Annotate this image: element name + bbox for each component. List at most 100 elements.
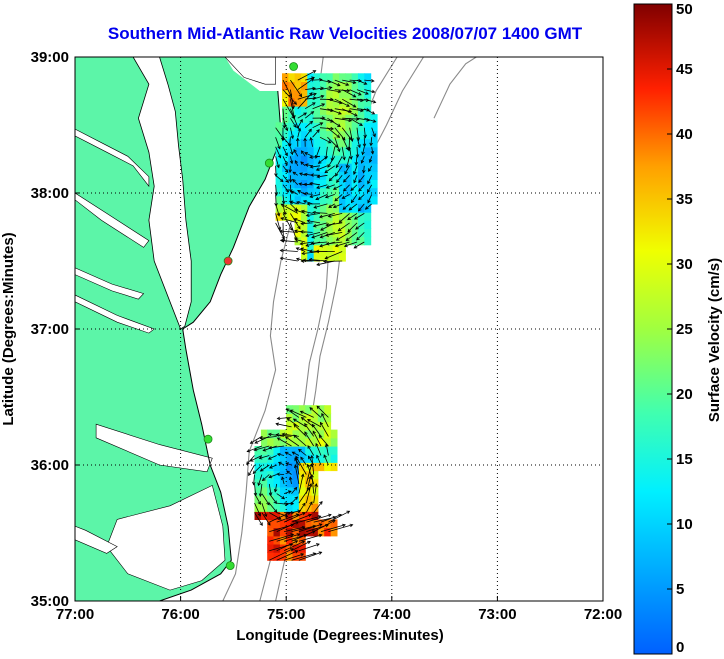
south-field-cell	[279, 535, 287, 545]
south-field-arrowhead	[309, 407, 313, 411]
north-field-arrowhead	[345, 237, 350, 242]
south-field-arrowhead	[316, 405, 321, 410]
south-field-cell	[279, 486, 287, 496]
x-axis-label: Longitude (Degrees:Minutes)	[236, 627, 444, 644]
north-field-arrowhead	[282, 211, 287, 216]
south-field-vector	[298, 487, 310, 504]
south-field-vector	[269, 548, 294, 561]
south-field-arrowhead	[316, 454, 320, 459]
south-field-arrowhead	[294, 550, 299, 554]
north-field-cell	[332, 187, 340, 197]
north-field-vector	[304, 120, 313, 129]
north-field-arrowhead	[342, 206, 347, 210]
north-field-cell	[345, 203, 353, 213]
north-field-cell	[339, 203, 346, 213]
north-field-arrowhead	[277, 154, 282, 159]
north-field-vector	[342, 89, 356, 98]
x-tick-label: 75:00	[267, 606, 305, 623]
north-field-vector	[290, 201, 298, 205]
north-field-cell	[307, 203, 315, 213]
north-field-vector	[349, 127, 353, 142]
south-field-cell	[279, 446, 287, 455]
coastline	[159, 90, 282, 601]
north-field-arrowhead	[312, 224, 317, 228]
north-field-arrowhead	[334, 243, 339, 248]
north-field-vector	[301, 210, 313, 214]
south-field-arrowhead	[311, 423, 316, 428]
north-field-vector	[356, 89, 369, 95]
north-field-vector	[312, 212, 328, 214]
north-field-arrowhead	[298, 182, 303, 186]
north-field-cell	[320, 187, 327, 197]
north-field-vector	[349, 108, 364, 112]
north-field-cell	[370, 187, 378, 197]
north-field-cell	[307, 97, 315, 107]
north-field-vector	[307, 220, 321, 224]
south-field-arrowhead	[284, 436, 289, 440]
south-field-cell	[324, 429, 332, 439]
south-field-vector	[290, 409, 307, 418]
north-field-arrowhead	[367, 180, 371, 185]
colorbar-gradient	[633, 3, 673, 655]
north-field-vector	[334, 79, 349, 86]
south-field-vector	[311, 424, 322, 437]
south-field-vector	[276, 423, 292, 428]
north-field-cell	[301, 122, 308, 132]
south-field-vector	[307, 419, 322, 428]
south-field-arrowhead	[257, 501, 261, 505]
south-field-cell	[298, 478, 306, 488]
south-field-cell	[324, 462, 332, 472]
colorbar-ticks: 0 5 10 15 20 25 30 35 40 45 50	[667, 1, 693, 656]
north-field-cell	[294, 228, 302, 238]
north-field-cell	[320, 81, 327, 91]
south-field-vector	[285, 451, 292, 456]
north-field-cell	[326, 236, 334, 246]
north-field-cell	[307, 122, 315, 132]
north-field-cell	[339, 212, 346, 221]
north-field-cell	[307, 81, 315, 91]
north-field-arrowhead	[370, 150, 375, 155]
south-field-cell	[273, 446, 281, 455]
north-field-cell	[358, 179, 365, 189]
plot-area	[74, 56, 604, 602]
north-field-vector	[282, 175, 289, 183]
north-field-arrowhead	[319, 77, 323, 82]
south-field-cell	[298, 519, 306, 529]
south-field-arrowhead	[293, 434, 297, 439]
north-field-arrowhead	[353, 179, 357, 184]
south-field-cell	[254, 486, 262, 496]
north-field-arrowhead	[367, 189, 371, 193]
north-field-arrowhead	[334, 197, 339, 202]
north-field-cell	[282, 122, 289, 132]
south-field-vector	[321, 413, 329, 428]
north-field-arrowhead	[319, 235, 324, 239]
north-field-cell	[326, 146, 334, 156]
north-field-vector	[344, 165, 350, 175]
north-field-arrowhead	[309, 120, 314, 125]
south-field-arrowhead	[267, 522, 271, 526]
south-field-cell	[279, 519, 287, 529]
north-field-arrowhead	[324, 169, 329, 174]
south-field-arrowhead	[277, 516, 282, 520]
south-field-cell	[317, 413, 325, 423]
north-field-vector	[342, 108, 358, 117]
north-field-arrowhead	[347, 216, 351, 221]
south-field-cell	[330, 437, 338, 447]
south-field-cell	[311, 413, 319, 423]
north-field-arrowhead	[281, 137, 285, 142]
north-field-cell	[358, 228, 365, 238]
south-field-vector	[276, 513, 299, 523]
north-field-arrowhead	[290, 190, 295, 195]
north-field-arrowhead	[357, 207, 362, 212]
north-field-cell	[332, 122, 340, 132]
north-field-vector	[325, 146, 328, 159]
north-field-vector	[290, 146, 293, 155]
north-field-cell	[288, 195, 296, 205]
north-field-cell	[307, 236, 315, 246]
south-field-vector	[286, 470, 292, 475]
south-field-vector	[298, 515, 321, 523]
north-field-arrowhead	[293, 218, 298, 222]
north-field-arrowhead	[324, 155, 328, 160]
north-field-arrowhead	[346, 103, 350, 107]
north-field-cell	[345, 106, 353, 115]
